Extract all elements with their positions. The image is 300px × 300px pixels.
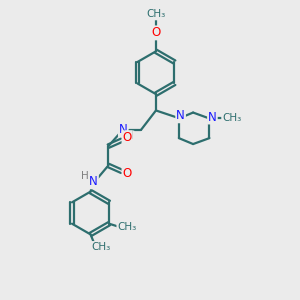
- Text: O: O: [122, 167, 132, 180]
- Text: CH₃: CH₃: [222, 113, 242, 124]
- Text: CH₃: CH₃: [146, 10, 166, 20]
- Text: CH₃: CH₃: [117, 222, 136, 232]
- Text: CH₃: CH₃: [91, 242, 111, 252]
- Text: O: O: [122, 131, 132, 144]
- Text: N: N: [89, 175, 98, 188]
- Text: N: N: [119, 123, 128, 136]
- Text: H: H: [126, 131, 134, 141]
- Text: N: N: [176, 109, 185, 122]
- Text: O: O: [151, 26, 160, 39]
- Text: N: N: [208, 110, 217, 124]
- Text: H: H: [81, 172, 89, 182]
